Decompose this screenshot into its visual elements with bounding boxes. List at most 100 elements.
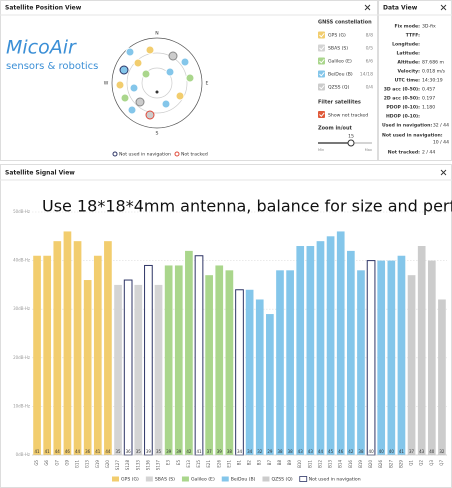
data-value: 10 / 44 — [433, 140, 449, 146]
bar — [144, 264, 153, 456]
bar — [123, 279, 133, 456]
bar — [417, 246, 426, 455]
constellation-name: Galileo (E) — [328, 59, 352, 65]
checkbox[interactable] — [318, 83, 325, 91]
satellite — [145, 110, 155, 120]
bar — [387, 260, 396, 455]
data-value: 1.180 — [422, 105, 435, 111]
value-label: 32 — [257, 449, 263, 454]
bar — [296, 246, 305, 455]
x-tick-label: B2 — [247, 460, 252, 466]
x-tick-label: B19 — [358, 460, 363, 468]
bar — [316, 241, 325, 455]
bar — [225, 270, 234, 455]
value-label: 35 — [115, 449, 121, 454]
x-tick-label: G7 — [54, 460, 59, 466]
y-tick-label: 30dB-Hz — [13, 306, 30, 311]
checkmark — [319, 72, 325, 77]
x-tick-label: S133 — [135, 460, 140, 471]
checkbox[interactable] — [318, 31, 325, 39]
checkbox[interactable] — [318, 111, 325, 118]
checkbox[interactable] — [318, 44, 325, 52]
y-tick-label: 0dB-Hz — [16, 452, 30, 457]
panel-title: Data View — [383, 5, 418, 12]
data-value: 0.457 — [422, 87, 435, 93]
x-tick-label: G13 — [85, 460, 90, 469]
close-button[interactable] — [440, 169, 447, 176]
data-label: UTC time: — [395, 78, 421, 84]
slider-knob[interactable] — [347, 139, 355, 147]
data-value: 0.197 — [422, 96, 435, 102]
section-title: Filter satellites — [318, 100, 361, 106]
value-label: 37 — [207, 449, 213, 454]
bar — [276, 270, 284, 455]
slider-min: Min — [318, 148, 324, 152]
bar — [83, 280, 92, 455]
satellite — [127, 105, 137, 115]
legend-label: SBAS (S) — [155, 477, 175, 483]
data-label: HDOP (0-10): — [386, 114, 420, 120]
data-value: 0.018 m/s — [422, 69, 446, 75]
legend-marker — [174, 151, 180, 157]
x-tick-label: B11 — [307, 460, 312, 468]
compass-label: E — [206, 81, 209, 87]
data-label: Velocity: — [398, 69, 421, 75]
bar — [154, 284, 163, 455]
value-label: 38 — [358, 449, 364, 454]
satellite — [165, 67, 175, 77]
value-label: 41 — [196, 449, 202, 454]
value-label: 39 — [176, 449, 182, 454]
data-value: 2 / 44 — [422, 150, 435, 156]
y-tick-label: 40dB-Hz — [13, 258, 30, 263]
close-icons[interactable] — [364, 4, 447, 176]
section-title: GNSS constellation — [318, 20, 372, 26]
bar — [93, 255, 102, 455]
constellation-count: 0/4 — [366, 85, 373, 91]
value-label: 29 — [267, 449, 273, 454]
close-button[interactable] — [440, 4, 447, 11]
data-label: Altitude: — [397, 60, 420, 66]
value-label: 39 — [146, 449, 152, 454]
x-tick-label: B12 — [317, 460, 322, 468]
bar — [366, 260, 376, 456]
y-tick-label: 10dB-Hz — [13, 403, 30, 408]
x-tick-label: G6 — [44, 460, 49, 466]
data-value: 87.686 m — [422, 60, 445, 66]
bar — [235, 289, 244, 456]
bar — [377, 260, 386, 455]
zoom-value: 15 — [348, 134, 354, 140]
sky-ring — [126, 52, 188, 114]
satellite — [185, 73, 195, 83]
value-label: 41 — [95, 449, 101, 454]
signal-chart: 0dB-Hz 10dB-Hz 20dB-Hz 30dB-Hz 40dB-Hz 50dB-H… — [13, 209, 447, 483]
value-label: 44 — [75, 449, 81, 454]
checkmark — [319, 112, 325, 117]
x-tick-label: E15 — [196, 460, 201, 468]
x-tick-label: B29 — [398, 460, 403, 468]
checkbox-label[interactable]: Show not tracked — [328, 113, 368, 119]
bar — [63, 231, 72, 455]
checkbox[interactable] — [318, 57, 325, 65]
value-label: 38 — [288, 449, 294, 454]
data-label: Latitude: — [396, 51, 420, 57]
x-tick-label: Q7 — [439, 460, 444, 466]
bar — [174, 265, 183, 455]
bar — [306, 246, 315, 455]
x-tick-label: B14 — [338, 460, 343, 468]
checkbox[interactable] — [318, 70, 325, 78]
bar — [205, 275, 213, 455]
bar — [134, 284, 143, 455]
x-tick-label: Q1 — [409, 460, 414, 466]
x-tick-label: Q3 — [429, 460, 434, 466]
close-button[interactable] — [364, 4, 371, 11]
value-label: 44 — [55, 449, 61, 454]
x-tick-label: E31 — [226, 460, 231, 468]
x-tick-label: E3 — [166, 460, 171, 466]
data-value: 32 / 44 — [433, 123, 449, 129]
x-tick-label: B9 — [287, 460, 292, 466]
satellite — [161, 99, 171, 109]
value-label: 40 — [429, 449, 435, 454]
checkmark — [319, 33, 325, 38]
satellite — [119, 65, 129, 75]
x-tick-label: E5 — [176, 460, 181, 466]
